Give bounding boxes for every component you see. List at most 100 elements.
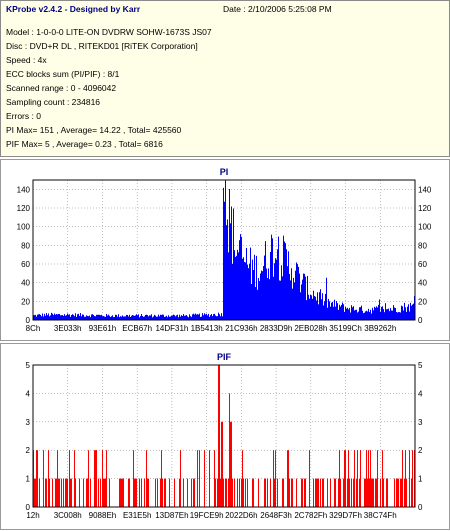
pif-bar [371,478,372,507]
pi-bar [410,302,411,320]
pi-bar [190,316,191,320]
pi-bar [73,314,74,320]
pi-bar [86,315,87,320]
pif-bar [287,450,288,507]
pi-bar [133,315,134,320]
pif-bar [354,450,355,507]
pif-bar [157,478,158,507]
pi-bar [47,315,48,320]
pi-bar [144,316,145,320]
pi-bar [401,305,402,320]
pif-bar [372,478,373,507]
y-tick-label-left: 1 [26,475,31,484]
pif-bar [365,478,366,507]
scan-date: Date : 2/10/2006 5:25:08 PM [223,4,332,14]
pi-bar [214,313,215,320]
pi-bar [406,311,407,320]
pi-bar [187,316,188,320]
pif-bar [105,478,106,507]
pi-bar [207,315,208,320]
x-tick-label: 21C936h [225,324,257,333]
pif-bar [39,478,40,507]
pi-bar [324,301,325,320]
pi-bar [354,310,355,320]
pi-bar [125,316,126,320]
pi-bar [129,314,130,320]
pif-bar [46,478,47,507]
pif-bar [67,478,68,507]
pi-bar [389,311,390,320]
pi-bar [232,263,233,320]
pif-bar [70,478,71,507]
pi-bar [227,219,228,320]
pif-bar [241,478,242,507]
pi-bar [138,314,139,320]
pi-bar [322,293,323,320]
pi-bar [100,315,101,320]
pif-bar [364,478,365,507]
pi-bar [204,313,205,320]
pif-bar [193,478,194,507]
pif-bar [348,450,349,507]
pi-bar [60,315,61,320]
pi-bar [131,315,132,320]
pi-bar [122,315,123,320]
pi-bar [286,249,287,320]
pif-bar [214,450,215,507]
pi-bar [149,315,150,320]
y-tick-label-left: 4 [26,389,31,398]
pi-bar [364,312,365,320]
pi-bar [280,280,281,320]
x-tick-label: 8Ch [26,324,41,333]
pif-bar [330,478,331,507]
pi-bar [375,307,376,320]
pi-bar [104,316,105,320]
pi-bar [308,294,309,320]
pi-bar [226,225,227,320]
model-line: Model : 1-0-0-0 LITE-ON DVDRW SOHW-1673S… [6,27,212,37]
y-tick-label-right: 3 [418,418,423,427]
pif-bar [58,478,59,507]
pi-bar [222,316,223,320]
pif-bar [133,450,134,507]
pi-bar [159,316,160,320]
pi-bar [143,316,144,320]
pi-bar [155,315,156,320]
pi-bar [317,292,318,320]
pi-bar [342,302,343,320]
pi-bar [92,314,93,320]
pi-bar [152,317,153,320]
pi-bar [198,314,199,320]
y-tick-label-right: 140 [418,185,432,194]
pi-bar [235,256,236,320]
pi-bar [41,316,42,320]
pi-bar [58,314,59,320]
pi-bar [84,316,85,320]
pif-bar [401,478,402,507]
pi-bar [123,316,124,320]
pif-bar [351,478,352,507]
y-tick-label-right: 4 [418,389,423,398]
pif-bar [258,478,259,507]
pif-bar [243,478,244,507]
pi-bar [282,276,283,320]
pi-bar [111,316,112,320]
pif-bar [197,450,198,507]
pi-bar [377,307,378,320]
pif-bar [119,478,120,507]
pif-bar [304,478,305,507]
pi-bar [186,314,187,320]
pif-bar [121,478,122,507]
chart-title: PI [220,167,229,177]
pif-bar [318,478,319,507]
pif-bar [180,450,181,507]
pi-bar [91,314,92,320]
pi-bar [394,307,395,320]
pif-bar [187,478,188,507]
pif-bar [103,478,104,507]
pi-bar [234,250,235,320]
pif-bar [409,450,410,507]
pi-bar [237,249,238,320]
y-tick-label-right: 1 [418,475,423,484]
pif-bar [282,478,283,507]
